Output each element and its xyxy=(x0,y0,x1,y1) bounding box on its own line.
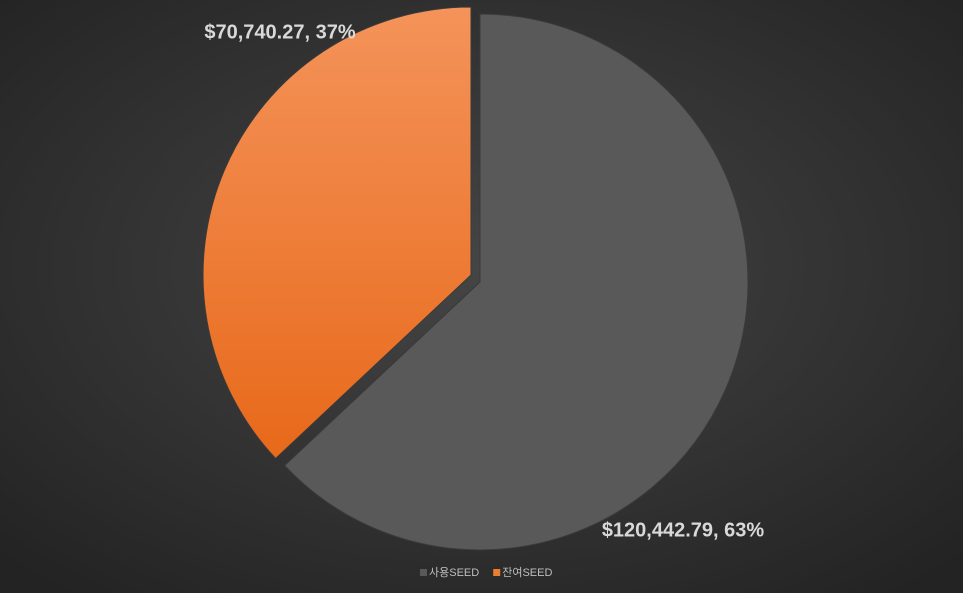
data-label: $70,740.27, 37% xyxy=(204,21,355,43)
legend-label: 사용SEED xyxy=(429,566,479,579)
legend-swatch xyxy=(420,569,427,576)
data-label: $120,442.79, 63% xyxy=(602,519,765,541)
legend-swatch xyxy=(493,569,501,576)
legend-label: 잔여SEED xyxy=(502,566,552,579)
pie-slice xyxy=(202,6,472,460)
plot: $120,442.79, 63% $70,740.27, 37% xyxy=(202,6,765,551)
legend: 사용SEED 잔여SEED xyxy=(420,566,552,579)
pie-slice xyxy=(283,13,749,551)
